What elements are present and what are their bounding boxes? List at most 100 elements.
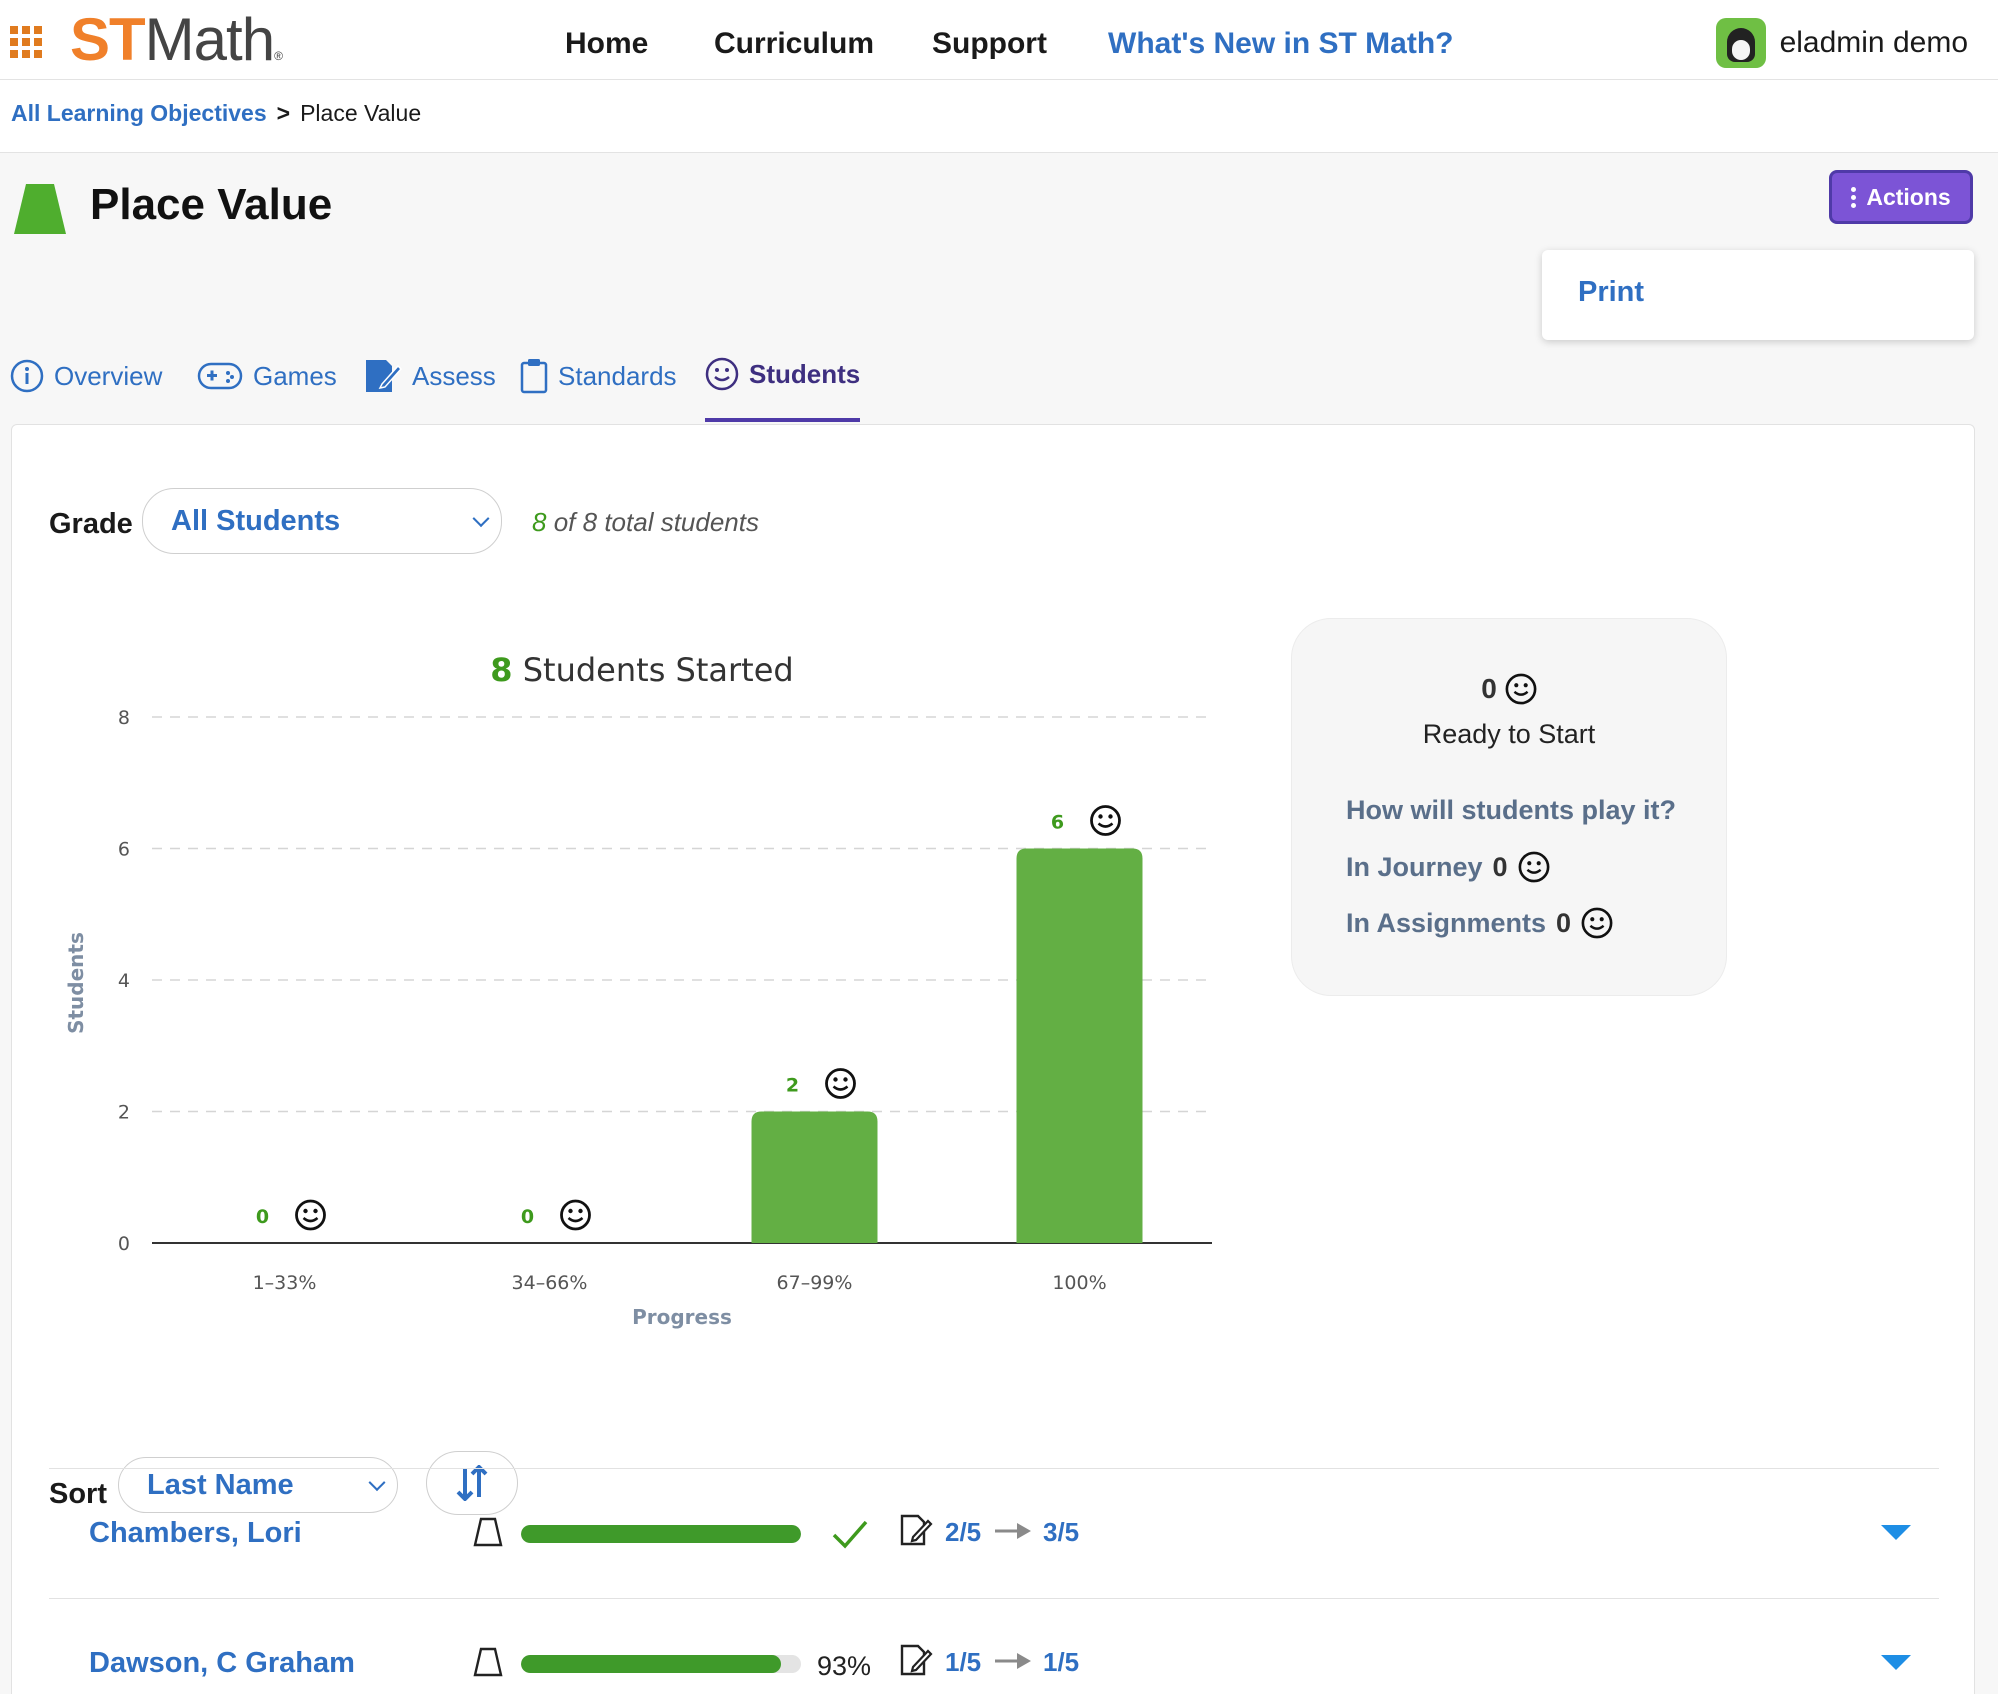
progress-fill xyxy=(521,1525,801,1543)
total-of: of xyxy=(553,507,576,537)
check-icon xyxy=(832,1520,868,1549)
kebab-icon xyxy=(1851,186,1857,208)
chart-title-text: Students Started xyxy=(523,651,794,689)
started-count: 8 xyxy=(532,507,547,537)
in-assignments-label: In Assignments xyxy=(1346,907,1547,938)
nav-home[interactable]: Home xyxy=(565,27,649,60)
sort-arrows-icon xyxy=(456,1465,488,1501)
total-suffix: total students xyxy=(604,507,759,537)
progress-bar-chart: 8 Students Started 0 2 4 6 8 0 1–33% 0 34–66% 2 6… xyxy=(64,651,1212,1329)
assess-post-score: 1/5 xyxy=(1043,1647,1080,1677)
in-journey-row: In Journey 0 xyxy=(1346,851,1550,883)
assess-outline-icon xyxy=(900,1514,933,1546)
students-panel: Grade All Students 8 of 8 total students… xyxy=(11,424,1975,1694)
grade-label: Grade xyxy=(49,508,133,540)
assess-post-score: 3/5 xyxy=(1043,1517,1080,1547)
actions-button[interactable]: Actions xyxy=(1829,170,1973,224)
y-tick-label: 6 xyxy=(118,839,130,861)
smiley-icon xyxy=(1581,907,1613,939)
y-tick-label: 4 xyxy=(118,970,130,992)
breadcrumb-all-objectives[interactable]: All Learning Objectives xyxy=(11,100,267,126)
expand-caret-icon[interactable] xyxy=(1881,1525,1911,1540)
student-name[interactable]: Dawson, C Graham xyxy=(89,1647,355,1679)
student-progress-bar xyxy=(521,1525,801,1543)
bar-value-label: 0 xyxy=(521,1206,534,1228)
bar-value-label: 0 xyxy=(256,1206,269,1228)
assess-outline-icon xyxy=(900,1644,933,1676)
in-journey-count: 0 xyxy=(1492,851,1508,882)
play-question: How will students play it? xyxy=(1346,795,1677,825)
bar[interactable] xyxy=(751,1111,878,1244)
arrow-right-icon xyxy=(995,1523,1031,1539)
arrow-right-icon xyxy=(995,1653,1031,1669)
smiley-icon xyxy=(825,1068,856,1099)
assess-icon xyxy=(366,360,402,392)
user-menu[interactable]: eladmin demo xyxy=(1715,18,1968,68)
trapezoid-outline-icon xyxy=(473,1517,503,1547)
actions-label: Actions xyxy=(1866,183,1951,210)
smiley-icon xyxy=(1090,805,1121,836)
x-tick-label: 34–66% xyxy=(512,1272,588,1294)
chart-title-count: 8 xyxy=(490,651,512,689)
sort-direction-button[interactable] xyxy=(426,1451,518,1515)
student-progress-bar xyxy=(521,1655,801,1673)
top-navigation: STMath® Home Curriculum Support What's N… xyxy=(0,0,1998,80)
student-row[interactable]: Chambers, Lori 2/5 3/5 xyxy=(49,1468,1939,1598)
tab-students-label: Students xyxy=(749,358,861,389)
app-grid-icon[interactable] xyxy=(6,22,46,62)
ready-count-value: 0 xyxy=(1481,673,1497,704)
info-icon xyxy=(10,359,44,393)
total-students-text: 8 of 8 total students xyxy=(532,507,759,538)
nav-whats-new[interactable]: What's New in ST Math? xyxy=(1108,27,1454,60)
chart-title: 8 Students Started xyxy=(490,651,793,689)
sort-dropdown-value: Last Name xyxy=(147,1468,294,1501)
x-tick-label: 67–99% xyxy=(777,1272,853,1294)
tab-overview[interactable]: Overview xyxy=(10,342,162,422)
nav-support[interactable]: Support xyxy=(932,27,1047,60)
y-tick-label: 0 xyxy=(118,1233,130,1255)
smiley-icon xyxy=(295,1199,326,1231)
y-tick-label: 8 xyxy=(118,707,130,729)
smiley-icon xyxy=(1505,673,1537,705)
tab-students[interactable]: Students xyxy=(705,342,861,422)
x-tick-label: 100% xyxy=(1052,1272,1106,1294)
breadcrumb: All Learning Objectives > Place Value xyxy=(11,100,421,127)
student-progress-percent: 93% xyxy=(817,1651,872,1681)
bar[interactable] xyxy=(1016,848,1143,1244)
clipboard-icon xyxy=(520,359,548,394)
student-name[interactable]: Chambers, Lori xyxy=(89,1517,302,1549)
tab-assess[interactable]: Assess xyxy=(364,342,496,422)
user-avatar xyxy=(1715,18,1766,68)
objective-trapezoid-icon xyxy=(14,184,66,234)
bar-value-label: 6 xyxy=(1051,812,1064,834)
tab-overview-label: Overview xyxy=(54,360,163,391)
student-row[interactable]: Dawson, C Graham 93% 1/5 1/5 xyxy=(49,1598,1939,1694)
chevron-down-icon xyxy=(472,510,490,528)
menu-item-print[interactable]: Print xyxy=(1578,276,1645,308)
x-axis-label: Progress xyxy=(632,1305,732,1329)
expand-caret-icon[interactable] xyxy=(1881,1655,1911,1670)
gamepad-icon xyxy=(197,362,243,390)
smiley-icon xyxy=(560,1199,591,1231)
tab-assess-label: Assess xyxy=(412,360,496,391)
nav-curriculum[interactable]: Curriculum xyxy=(714,27,875,60)
trapezoid-outline-icon xyxy=(473,1647,503,1677)
tab-games[interactable]: Games xyxy=(197,342,337,422)
smiley-icon xyxy=(705,357,739,391)
bar-value-label: 2 xyxy=(786,1075,799,1097)
actions-menu: Print xyxy=(1542,250,1974,340)
grade-dropdown[interactable]: All Students xyxy=(142,488,502,554)
tab-standards[interactable]: Standards xyxy=(520,342,677,422)
in-assignments-row: In Assignments 0 xyxy=(1346,907,1613,939)
progress-fill xyxy=(521,1655,782,1673)
tab-standards-label: Standards xyxy=(558,360,677,391)
sort-dropdown[interactable]: Last Name xyxy=(118,1457,398,1513)
ready-count: 0 xyxy=(1292,673,1726,705)
sort-label: Sort xyxy=(49,1478,107,1510)
assess-pre-score: 2/5 xyxy=(945,1517,982,1547)
st-math-logo[interactable]: STMath® xyxy=(70,6,283,73)
x-tick-label: 1–33% xyxy=(253,1272,317,1294)
smiley-icon xyxy=(1518,851,1549,883)
breadcrumb-current: Place Value xyxy=(300,100,422,126)
assess-pre-score: 1/5 xyxy=(945,1647,982,1677)
